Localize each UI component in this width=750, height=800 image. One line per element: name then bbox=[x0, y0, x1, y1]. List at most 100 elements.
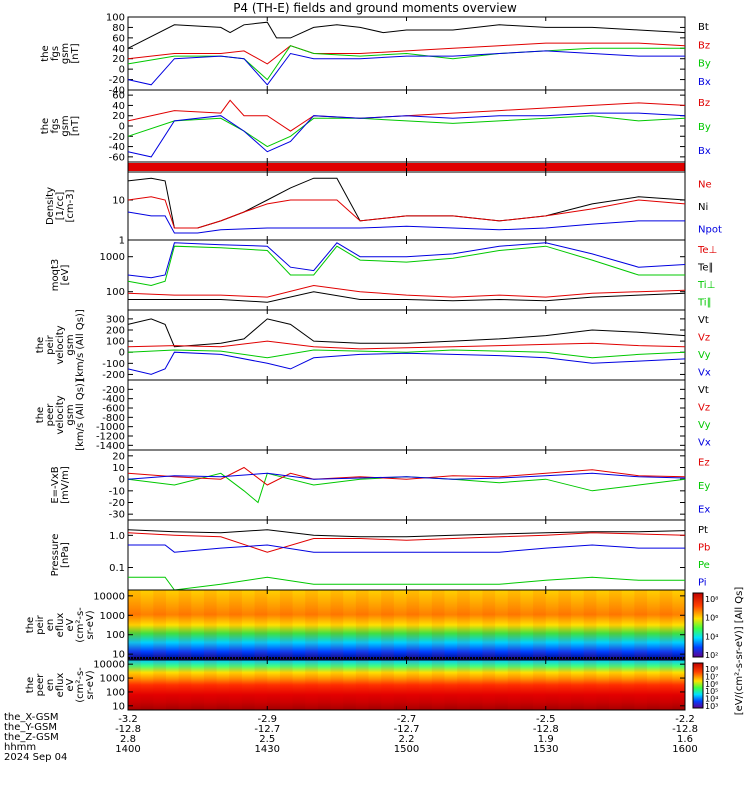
x-tick-label: 1500 bbox=[394, 744, 419, 755]
y-tick-label: -600 bbox=[102, 404, 125, 415]
spectrogram-stripe bbox=[279, 660, 293, 710]
y-tick-label: 10 bbox=[112, 650, 125, 661]
y-tick-label: 200 bbox=[106, 326, 125, 337]
spectrogram-stripe bbox=[507, 590, 521, 660]
series-line-green bbox=[127, 472, 686, 504]
y-tick-label: 60 bbox=[112, 91, 125, 102]
ephem-x-value: -3.2 bbox=[118, 714, 138, 725]
y-axis-label: [km/s (All Qs)] bbox=[75, 309, 86, 381]
y-tick-label: 10000 bbox=[93, 660, 125, 671]
legend-entry: Vt bbox=[698, 385, 709, 396]
y-axis-label: (cm²-s- bbox=[75, 607, 86, 643]
spectrogram-stripe bbox=[229, 590, 242, 660]
colorbar-tick-label: 10⁸ bbox=[705, 665, 718, 674]
panel-frame bbox=[127, 89, 686, 163]
ephem-y-value: -12.7 bbox=[394, 724, 420, 735]
legend-entry: Pe bbox=[698, 560, 710, 571]
spectrogram-stripe bbox=[558, 660, 572, 710]
legend-entry: Vz bbox=[698, 402, 710, 413]
panel-frame bbox=[127, 171, 686, 241]
legend-entry: Ez bbox=[698, 458, 710, 469]
y-tick-label: -200 bbox=[102, 370, 125, 381]
y-tick-label: 0 bbox=[119, 122, 125, 133]
legend-entry: By bbox=[698, 59, 711, 70]
ephem-z-value: 1.6 bbox=[677, 734, 693, 745]
y-axis-label: [km/s (All Qs)] bbox=[75, 379, 86, 451]
legend-entry: Bz bbox=[698, 98, 710, 109]
y-axis-label: eV bbox=[65, 618, 76, 631]
y-tick-label: 10000 bbox=[93, 591, 125, 602]
y-axis-label: the bbox=[25, 677, 36, 693]
y-tick-label: 1000 bbox=[100, 674, 125, 685]
series-line-green bbox=[127, 245, 685, 287]
y-axis-label: velocity bbox=[55, 395, 66, 434]
series-line-black bbox=[127, 21, 686, 49]
series-line-black bbox=[128, 291, 686, 303]
spectrogram-stripe bbox=[203, 590, 217, 660]
panel-frame bbox=[127, 449, 686, 521]
spectrogram-stripe bbox=[431, 660, 445, 710]
legend-entry: Npot bbox=[698, 225, 722, 236]
y-axis-label: peer bbox=[35, 673, 46, 697]
colorbar-gradient bbox=[692, 592, 704, 658]
colorbar-tick-label: 10⁶ bbox=[705, 680, 718, 689]
y-axis-label: the bbox=[35, 337, 46, 353]
x-tick-label: 1600 bbox=[672, 744, 697, 755]
panel-pressure: 1.0 0.1 Pressure [nPa] Pt Pb Pe Pi bbox=[50, 519, 710, 591]
spectrogram-stripe bbox=[406, 590, 420, 660]
y-tick-label: 1 bbox=[119, 236, 125, 247]
ephem-y-value: -12.7 bbox=[254, 724, 280, 735]
y-axis-label: fgs bbox=[50, 118, 61, 133]
ephem-z-label: the_Z-GSM bbox=[4, 732, 59, 743]
spectrogram-stripe bbox=[583, 660, 597, 710]
spectrogram-stripe bbox=[659, 660, 673, 710]
ephem-date: 2024 Sep 04 bbox=[4, 752, 68, 763]
y-axis-label: eflux bbox=[55, 613, 66, 638]
colorbar-label: [eV/(cm²-s-sr-eV)] [All Qs] bbox=[734, 587, 745, 716]
y-tick-label: 100 bbox=[106, 630, 125, 641]
legend-entry: Pt bbox=[698, 525, 708, 536]
spectrogram-stripe bbox=[609, 590, 622, 660]
panel-spectrogram-elec: 10000 1000 100 10 the peer en eflux eV (cm²-s-sr-… bbox=[25, 659, 686, 712]
y-tick-label: 20 bbox=[112, 54, 125, 65]
x-tick-label: 1400 bbox=[115, 744, 140, 755]
y-axis-label: moqt3 bbox=[50, 259, 61, 292]
y-axis-label: en bbox=[45, 679, 56, 692]
series-line-black bbox=[127, 318, 686, 348]
spectrogram-stripe bbox=[431, 590, 445, 660]
spectrogram-stripe bbox=[634, 660, 648, 710]
y-tick-label: -20 bbox=[109, 132, 125, 143]
y-axis-label: peir bbox=[45, 334, 56, 354]
panel-density: 10 1 Density [1/cc] [cm-3] Ne Ni Npot bbox=[45, 171, 722, 247]
spectrogram-stripe bbox=[381, 660, 394, 710]
legend-entry: Vt bbox=[698, 315, 709, 326]
y-tick-label: -1000 bbox=[96, 422, 125, 433]
y-tick-label: 1000 bbox=[100, 252, 125, 263]
spectrogram-stripe bbox=[153, 660, 166, 710]
ephem-x-value: -2.9 bbox=[257, 714, 277, 725]
y-axis-label: [cm-3] bbox=[65, 189, 76, 222]
ephem-z-value: 2.8 bbox=[120, 734, 136, 745]
legend-entry: Vy bbox=[698, 420, 711, 431]
ephem-y-value: -12.8 bbox=[672, 724, 698, 735]
y-axis-label: gsm bbox=[65, 404, 76, 425]
y-tick-label: 100 bbox=[106, 337, 125, 348]
panel-bar-panel bbox=[127, 161, 686, 173]
spectrogram-stripe bbox=[457, 660, 470, 710]
ephem-z-value: 2.5 bbox=[259, 734, 275, 745]
legend-entry: Te⊥ bbox=[697, 245, 717, 256]
y-axis-label: sr-eV) bbox=[85, 610, 96, 639]
spectrogram-field bbox=[128, 590, 685, 660]
colorbar-tick-label: 10⁸ bbox=[705, 595, 718, 604]
series-line-blue bbox=[127, 242, 686, 279]
spectrogram-stripe bbox=[609, 660, 622, 710]
legend-entry: Ex bbox=[698, 504, 710, 515]
spectrogram-stripe bbox=[634, 590, 648, 660]
y-axis-label: E=-VxB bbox=[50, 466, 61, 503]
colorbar-tick-label: 10⁶ bbox=[705, 614, 718, 623]
legend-entry: Ti⊥ bbox=[697, 280, 715, 291]
y-tick-label: 80 bbox=[112, 23, 125, 34]
series-line-green bbox=[127, 115, 686, 148]
ephem-x-value: -2.7 bbox=[397, 714, 417, 725]
